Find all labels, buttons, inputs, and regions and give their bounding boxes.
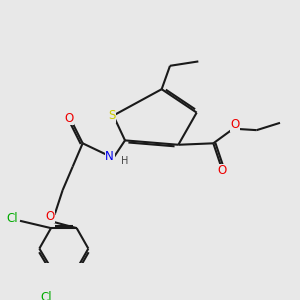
Text: Cl: Cl [41, 291, 52, 300]
Text: Cl: Cl [7, 212, 18, 225]
Text: O: O [230, 118, 239, 131]
Text: O: O [45, 210, 55, 223]
Text: O: O [64, 112, 73, 125]
Text: H: H [121, 156, 128, 166]
Text: N: N [105, 150, 114, 163]
Text: S: S [108, 109, 116, 122]
Text: O: O [217, 164, 226, 177]
